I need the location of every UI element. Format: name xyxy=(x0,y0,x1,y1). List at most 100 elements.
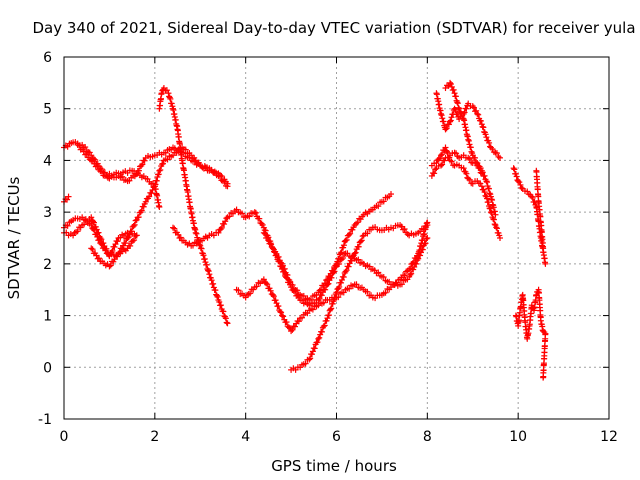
data-point xyxy=(215,170,229,185)
series-track-c xyxy=(61,144,231,260)
data-point xyxy=(351,281,365,291)
data-point xyxy=(369,292,383,302)
data-point xyxy=(510,165,521,184)
data-point xyxy=(215,215,230,236)
data-point xyxy=(519,291,528,321)
data-point xyxy=(242,210,256,221)
data-point xyxy=(433,90,444,114)
data-point xyxy=(451,90,462,111)
data-point xyxy=(288,317,302,335)
y-axis-tick-labels: -1 0 1 2 3 4 5 6 xyxy=(38,50,52,428)
data-point xyxy=(487,193,498,215)
data-point xyxy=(492,222,503,239)
data-point xyxy=(406,257,421,280)
data-point xyxy=(369,266,384,279)
data-point xyxy=(397,276,411,288)
data-point xyxy=(360,226,375,239)
series-track-r xyxy=(512,286,549,381)
data-point xyxy=(288,364,301,373)
data-point xyxy=(206,271,221,300)
data-point xyxy=(388,191,394,198)
data-point xyxy=(378,273,393,285)
data-point xyxy=(324,264,339,288)
data-point xyxy=(428,166,439,179)
data-point xyxy=(297,297,311,308)
data-point xyxy=(451,149,461,160)
data-point xyxy=(351,233,366,257)
data-point xyxy=(437,157,448,169)
data-point xyxy=(260,276,275,298)
data-point xyxy=(540,330,549,380)
data-point xyxy=(497,235,503,241)
data-point xyxy=(483,134,494,150)
series-track-o xyxy=(428,149,485,179)
data-point xyxy=(142,152,156,161)
data-point xyxy=(151,183,162,209)
data-point xyxy=(469,152,480,166)
data-point xyxy=(415,235,430,262)
data-point xyxy=(442,82,452,92)
data-point xyxy=(497,154,503,161)
data-point xyxy=(279,312,293,332)
x-axis-label: GPS time / hours xyxy=(271,457,397,475)
data-point xyxy=(424,235,431,241)
data-point xyxy=(88,157,107,179)
data-point xyxy=(174,126,185,162)
data-point xyxy=(478,183,489,199)
data-point xyxy=(197,242,212,275)
data-point xyxy=(170,105,181,130)
data-point xyxy=(279,266,294,288)
data-point xyxy=(474,110,484,124)
data-point xyxy=(474,162,484,176)
series-track-m xyxy=(428,144,503,241)
series-track-e xyxy=(74,141,163,210)
data-point xyxy=(61,140,75,151)
data-point xyxy=(397,222,411,238)
data-point xyxy=(342,282,356,293)
data-point xyxy=(306,296,320,309)
data-point xyxy=(447,79,457,94)
data-point xyxy=(165,90,176,110)
data-point xyxy=(269,291,285,316)
y-tick-label: 3 xyxy=(43,205,52,221)
data-point xyxy=(106,238,121,260)
data-point xyxy=(183,183,194,212)
data-point xyxy=(97,235,112,258)
data-point xyxy=(533,167,542,204)
data-point xyxy=(424,222,431,229)
data-point xyxy=(535,286,544,321)
data-point xyxy=(542,260,549,267)
data-point xyxy=(469,103,480,115)
series-track-q xyxy=(533,167,547,252)
x-tick-label: 4 xyxy=(241,429,250,445)
data-point xyxy=(251,278,266,291)
data-point xyxy=(487,209,498,228)
series-track-j xyxy=(260,229,431,309)
data-points xyxy=(61,79,549,381)
data-point xyxy=(524,325,533,342)
data-point xyxy=(378,285,393,298)
data-point xyxy=(478,170,485,177)
data-point xyxy=(535,198,544,225)
y-tick-label: 0 xyxy=(43,360,52,376)
y-tick-label: 2 xyxy=(43,257,52,273)
data-point xyxy=(65,193,72,200)
y-axis-label: SDTVAR / TECUs xyxy=(5,176,23,299)
series-track-a xyxy=(61,139,231,190)
series-track-i xyxy=(233,219,431,335)
y-tick-label: -1 xyxy=(38,412,52,428)
grid-lines xyxy=(64,57,609,419)
data-point xyxy=(306,339,321,363)
data-point xyxy=(242,286,257,301)
data-point xyxy=(492,149,502,160)
data-point xyxy=(483,178,494,198)
data-point xyxy=(315,282,330,304)
data-point xyxy=(115,246,129,257)
data-point xyxy=(437,110,448,131)
data-point xyxy=(74,141,93,163)
y-tick-label: 6 xyxy=(43,50,52,66)
data-point xyxy=(333,270,348,296)
x-tick-label: 6 xyxy=(332,429,341,445)
x-tick-label: 10 xyxy=(509,429,527,445)
